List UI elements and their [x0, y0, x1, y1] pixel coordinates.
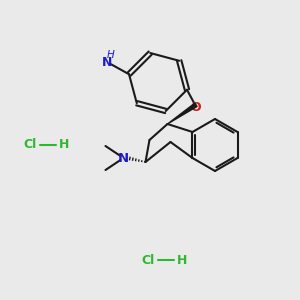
Text: H: H: [59, 139, 69, 152]
Text: Cl: Cl: [141, 254, 154, 266]
Polygon shape: [167, 103, 197, 124]
Text: H: H: [177, 254, 187, 266]
Text: O: O: [191, 101, 201, 114]
Text: N: N: [118, 152, 129, 164]
Text: Cl: Cl: [23, 139, 37, 152]
Text: N: N: [102, 56, 112, 69]
Text: H: H: [107, 50, 115, 60]
